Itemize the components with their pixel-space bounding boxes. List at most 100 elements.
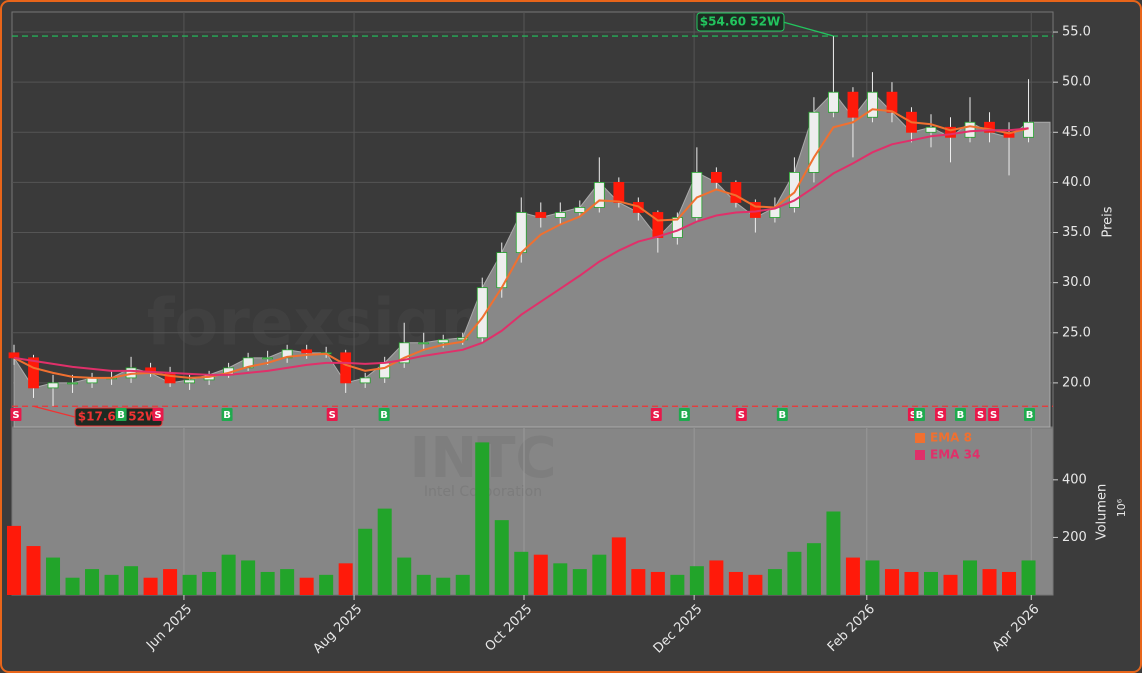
volume-bar — [943, 574, 958, 595]
volume-bar — [611, 537, 626, 595]
signal-label: S — [12, 410, 19, 421]
volume-bar — [260, 571, 275, 595]
candle-body — [613, 182, 625, 203]
candle-body — [184, 379, 195, 384]
signal-label: S — [738, 410, 745, 421]
y-tick-label: 45.0 — [1062, 125, 1091, 140]
candle-body — [652, 212, 664, 238]
signal-box — [913, 408, 925, 421]
volume-bar — [670, 574, 685, 595]
signal-label: B — [957, 410, 965, 421]
candle-body — [67, 382, 78, 385]
volume-bar — [436, 577, 451, 595]
signal-label: S — [154, 410, 161, 421]
volume-bar — [241, 560, 256, 595]
signal-label: S — [329, 410, 336, 421]
signal-marker: B — [913, 408, 925, 421]
candle-body — [359, 377, 371, 384]
y-tick-label: 30.0 — [1062, 275, 1091, 290]
signal-label: B — [779, 410, 787, 421]
signal-label: B — [681, 410, 689, 421]
signal-marker: S — [152, 408, 164, 421]
volume-bar — [865, 560, 880, 595]
y-axis-label: Preis — [1101, 206, 1116, 237]
signal-label: B — [223, 410, 231, 421]
volume-bar — [533, 554, 548, 595]
volume-bar — [1021, 560, 1036, 595]
candle-body — [925, 126, 937, 133]
signal-marker: S — [650, 408, 662, 421]
signal-box — [221, 408, 233, 421]
signal-marker: B — [378, 408, 390, 421]
volume-bar — [787, 551, 802, 595]
signal-box — [650, 408, 662, 421]
volume-tick-label: 200 — [1062, 530, 1087, 545]
candle-body — [8, 352, 20, 359]
candle-body — [47, 382, 59, 389]
volume-bar — [397, 557, 412, 595]
signal-box — [115, 408, 127, 421]
volume-bar — [377, 508, 392, 595]
volume-panel — [11, 427, 1054, 596]
volume-bar — [689, 566, 704, 595]
candle-body — [574, 207, 586, 213]
candle-body — [28, 357, 39, 389]
signal-marker: B — [678, 408, 690, 421]
signal-box — [935, 408, 947, 421]
candle-body — [535, 212, 547, 218]
candle-body — [554, 212, 566, 218]
volume-bar — [982, 569, 997, 595]
volume-bar — [923, 571, 938, 595]
candle-body — [710, 171, 722, 183]
volume-bar — [631, 569, 646, 595]
candle-body — [301, 349, 313, 354]
candle-body — [730, 182, 742, 203]
volume-bar — [806, 543, 821, 595]
signal-marker: S — [10, 408, 22, 421]
signal-marker: S — [988, 408, 1000, 421]
volume-bar — [767, 569, 782, 595]
volume-bar — [221, 554, 236, 595]
volume-bar — [826, 511, 841, 595]
candle-body — [964, 121, 976, 138]
signal-marker: B — [1024, 408, 1036, 421]
candle-body — [867, 91, 878, 118]
volume-bar — [163, 569, 178, 595]
signal-box — [776, 408, 788, 421]
signal-box — [326, 408, 338, 421]
signal-box — [378, 408, 390, 421]
signal-marker: B — [221, 408, 233, 421]
signal-label: S — [910, 410, 917, 421]
volume-bar — [416, 574, 431, 595]
signal-marker: S — [735, 408, 747, 421]
volume-bar — [494, 520, 509, 595]
signal-marker: S — [935, 408, 947, 421]
volume-bar — [124, 566, 139, 595]
signal-label: B — [380, 410, 388, 421]
volume-bar — [299, 577, 314, 595]
volume-bar — [319, 574, 334, 595]
legend-swatch — [915, 450, 925, 460]
candle-body — [476, 287, 488, 339]
candle-body — [437, 339, 449, 344]
volume-bar — [845, 557, 860, 595]
annotation-box — [696, 12, 785, 32]
candle-body — [828, 91, 839, 113]
signal-marker: B — [954, 408, 966, 421]
signal-label: B — [916, 410, 924, 421]
candle-body — [262, 357, 274, 360]
y-tick-label: 20.0 — [1062, 375, 1091, 390]
candle-body — [945, 126, 956, 138]
volume-bar — [904, 571, 919, 595]
volume-bar — [709, 560, 724, 595]
signal-marker: S — [326, 408, 338, 421]
candle-body — [789, 171, 800, 208]
y-tick-label: 40.0 — [1062, 175, 1091, 190]
volume-bar — [46, 557, 61, 595]
signal-box — [678, 408, 690, 421]
signal-box — [954, 408, 966, 421]
volume-axis-label: Volumen — [1095, 484, 1110, 541]
candle-body — [847, 91, 859, 118]
annotation-arrow — [782, 21, 834, 37]
